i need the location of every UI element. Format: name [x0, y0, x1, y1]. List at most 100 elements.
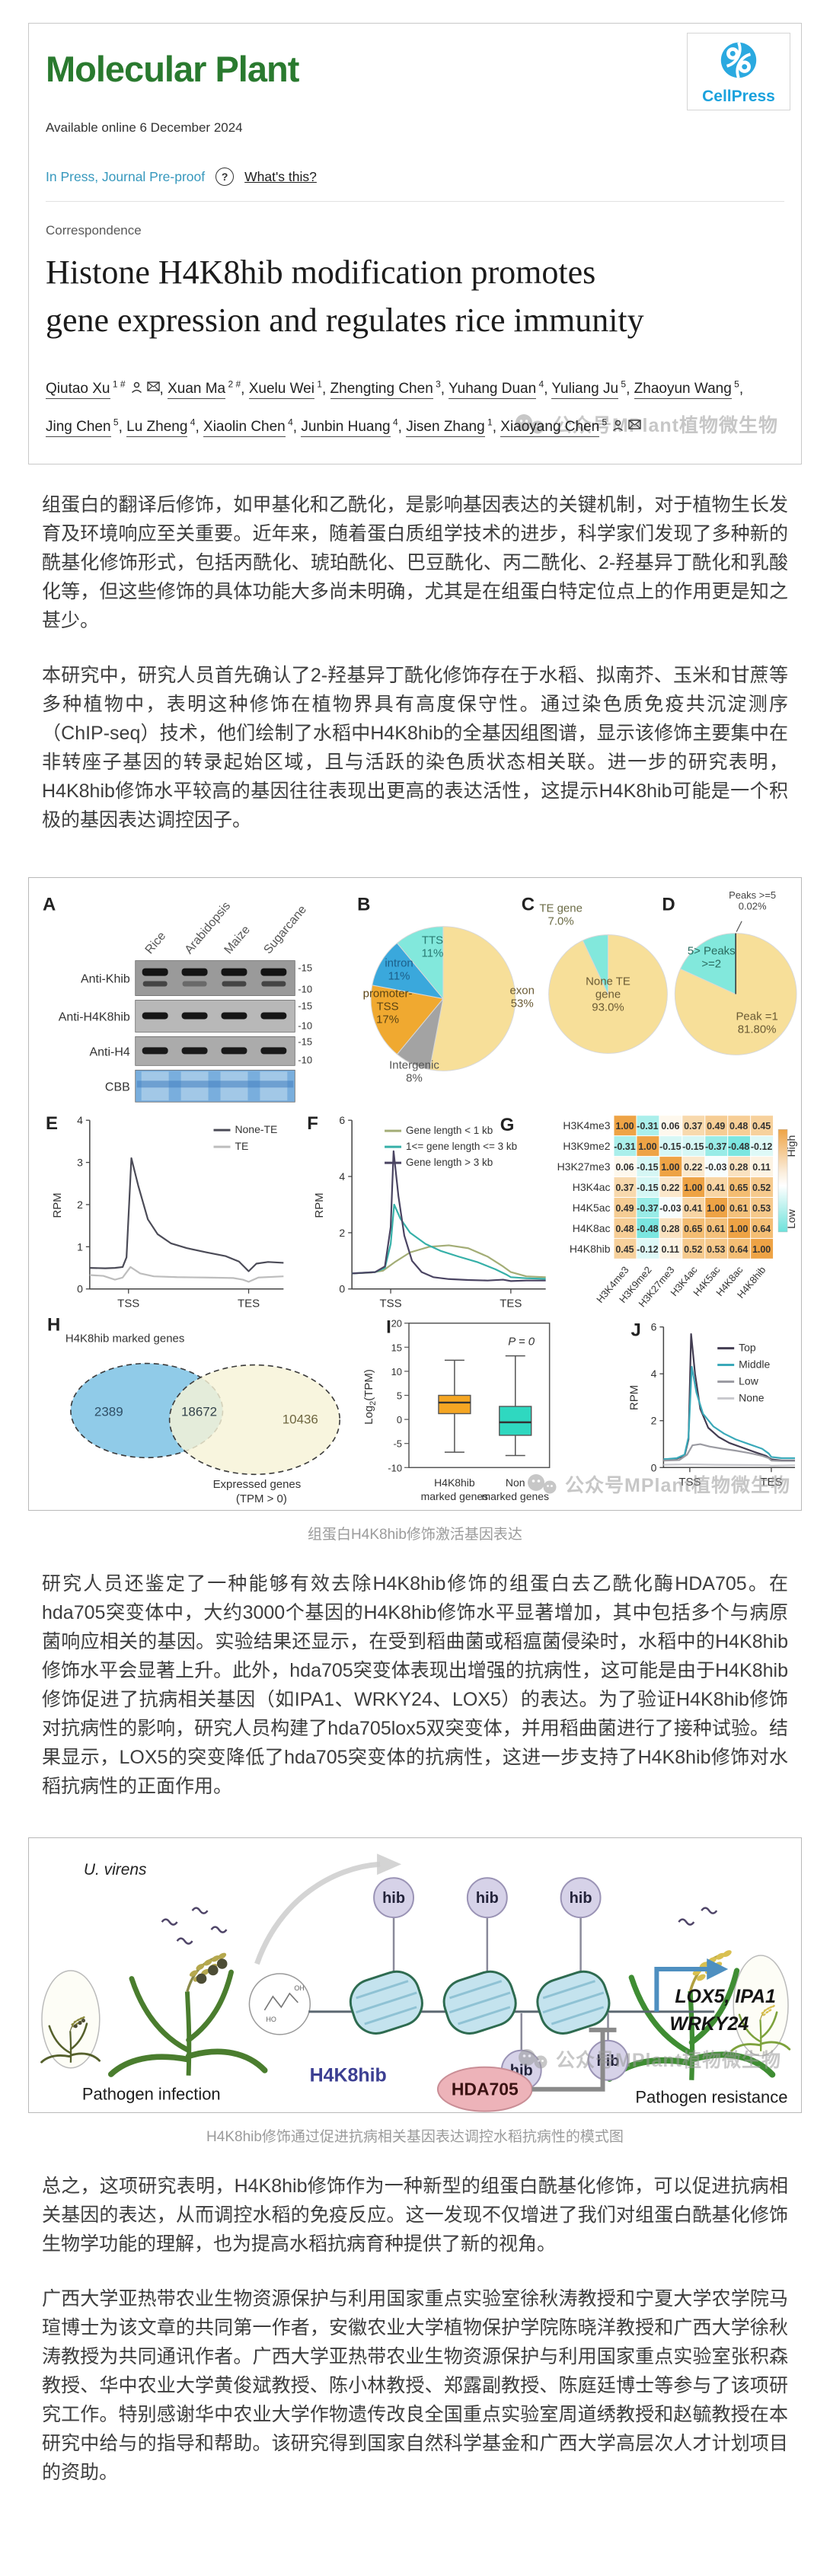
- blot-band: [260, 1047, 287, 1055]
- resistance-label: Pathogen resistance: [635, 2088, 787, 2107]
- grain: [762, 2013, 766, 2016]
- email-icon[interactable]: [628, 420, 641, 430]
- hib-mark: [560, 1877, 602, 1919]
- data-line: [89, 1266, 284, 1283]
- author-separator: ,: [118, 419, 127, 436]
- help-icon[interactable]: ?: [215, 168, 235, 186]
- leaf: [688, 2052, 776, 2079]
- heatmap-row-label: H3K27me3: [557, 1161, 611, 1173]
- author[interactable]: Lu Zheng 4: [126, 417, 195, 438]
- tick-label: 1: [77, 1241, 83, 1253]
- tick-label: TSS: [380, 1298, 402, 1310]
- grain: [723, 1950, 732, 1958]
- leaf: [759, 2041, 791, 2051]
- pie-slice-label: 17%: [376, 1013, 399, 1026]
- p-value: P = 0: [508, 1336, 535, 1349]
- heatmap-value: 1.00: [752, 1244, 771, 1255]
- figure-2: U. virens Pathogen infection Pathogen resi…: [28, 1837, 802, 2114]
- heatmap-value: -0.03: [659, 1203, 681, 1214]
- heatmap-cell: [614, 1218, 637, 1239]
- heatmap-value: 0.49: [707, 1122, 725, 1132]
- author[interactable]: Xiaolin Chen 4: [203, 417, 293, 438]
- stem: [184, 1991, 192, 2076]
- panel-label: G: [500, 1116, 515, 1136]
- whats-this-link[interactable]: What's this?: [244, 168, 317, 184]
- tick-label: 6: [651, 1321, 657, 1333]
- heatmap-cell: [659, 1136, 682, 1157]
- author[interactable]: Jisen Zhang 1: [406, 417, 493, 438]
- heatmap-value: 0.53: [752, 1203, 771, 1214]
- author-name: Yuliang Ju: [551, 381, 619, 400]
- author[interactable]: Qiutao Xu 1 #: [46, 379, 160, 400]
- tick-label: 0: [651, 1462, 657, 1474]
- journal-logo: Molecular Plant: [46, 49, 299, 89]
- venn-right-title: Expressed genes: [213, 1479, 302, 1492]
- heatmap-cell: [705, 1157, 728, 1177]
- spore-squiggle: [210, 1926, 228, 1934]
- blot-band: [221, 1012, 247, 1020]
- heatmap-value: -0.15: [659, 1142, 681, 1153]
- heatmap-value: -0.12: [637, 1244, 658, 1255]
- email-icon[interactable]: [146, 381, 160, 391]
- hib-label: hib: [476, 1891, 499, 1907]
- heatmap-cell: [751, 1116, 774, 1136]
- enzyme-label: HDA705: [452, 2080, 519, 2099]
- inset-plant-healthy: [730, 2005, 791, 2053]
- tick-label: -10: [388, 1463, 402, 1474]
- heatmap-value: 0.61: [729, 1203, 748, 1214]
- author[interactable]: Yuhang Duan 4: [449, 379, 544, 400]
- process-arrowhead: [377, 1853, 402, 1875]
- grain: [79, 2017, 83, 2021]
- heatmap-cell: [682, 1136, 705, 1157]
- colorbar-high: High: [785, 1135, 797, 1157]
- legend-label: Middle: [739, 1358, 770, 1371]
- heatmap-cell: [682, 1116, 705, 1136]
- blot-strip: [135, 960, 295, 997]
- author[interactable]: Zhengting Chen 3: [330, 378, 441, 400]
- person-icon[interactable]: [131, 381, 142, 394]
- panel-label: F: [307, 1114, 318, 1135]
- author-separator: ,: [739, 381, 744, 397]
- venn-right: [168, 1365, 340, 1476]
- author-separator: ,: [292, 419, 302, 436]
- pie-slice-label: promoter-: [363, 988, 413, 1001]
- molecule-bonds: [263, 1993, 298, 2011]
- author-separator: ,: [492, 419, 501, 436]
- header-divider: [46, 201, 784, 202]
- legend-label: Gene length > 3 kb: [406, 1157, 493, 1169]
- heatmap-cell: [682, 1177, 705, 1198]
- author-affiliation-sup: 3: [433, 378, 441, 390]
- blot-row-label: Anti-Khib: [81, 973, 130, 986]
- box-group-label: marked genes: [421, 1491, 489, 1503]
- tick-label: 0: [339, 1283, 345, 1295]
- heatmap-value: -0.48: [637, 1224, 658, 1234]
- leaf: [40, 2054, 72, 2064]
- grain: [81, 2016, 85, 2019]
- cellpress-logo[interactable]: CellPress: [687, 33, 790, 110]
- nucleosome: [442, 1971, 517, 2035]
- person-icon[interactable]: [612, 420, 624, 432]
- box-group-label: marked genes: [481, 1491, 549, 1503]
- venn-value: 2389: [94, 1405, 123, 1419]
- heatmap-cell: [751, 1239, 774, 1259]
- heatmap-cell: [659, 1198, 682, 1218]
- stem: [759, 2019, 762, 2052]
- leaf: [69, 2053, 101, 2063]
- blot-lane-label: Maize: [222, 924, 253, 957]
- author[interactable]: Jing Chen 5: [46, 417, 119, 438]
- heatmap-cell: [637, 1198, 659, 1218]
- author[interactable]: Xiaoyang Chen 5: [500, 417, 641, 438]
- in-press-link[interactable]: In Press, Journal Pre-proof: [46, 168, 206, 184]
- pie-slice-label: Peak =1: [736, 1010, 777, 1023]
- leaf: [185, 2049, 268, 2074]
- author[interactable]: Zhaoyun Wang 5: [634, 379, 739, 400]
- author-separator: ,: [440, 381, 449, 397]
- author[interactable]: Junbin Huang 4: [301, 417, 398, 438]
- author[interactable]: Yuliang Ju 5: [551, 379, 626, 400]
- heatmap-cell: [705, 1198, 728, 1218]
- grain: [201, 1969, 210, 1976]
- author[interactable]: Xuan Ma 2 #: [168, 379, 241, 400]
- author[interactable]: Xuelu Wei 1: [248, 379, 322, 400]
- heatmap-value: -0.15: [637, 1163, 658, 1173]
- heatmap-value: 0.28: [729, 1163, 748, 1173]
